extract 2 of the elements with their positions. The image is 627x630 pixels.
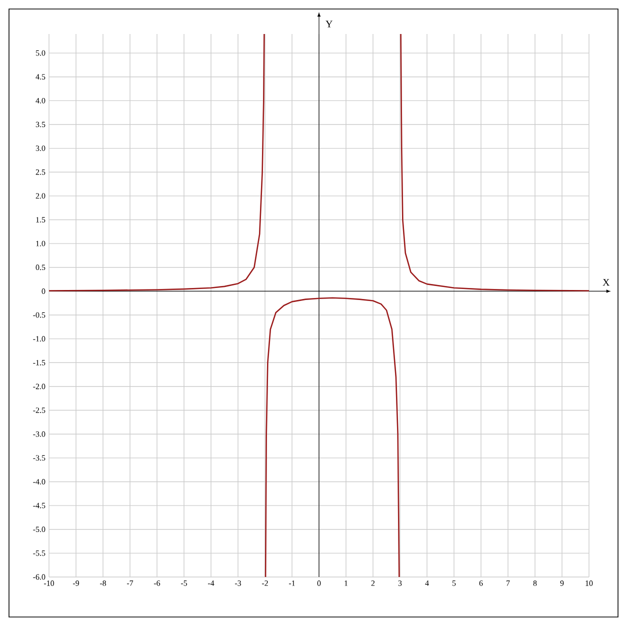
x-axis-title: X: [602, 279, 610, 286]
y-axis-title: Y: [326, 20, 332, 28]
